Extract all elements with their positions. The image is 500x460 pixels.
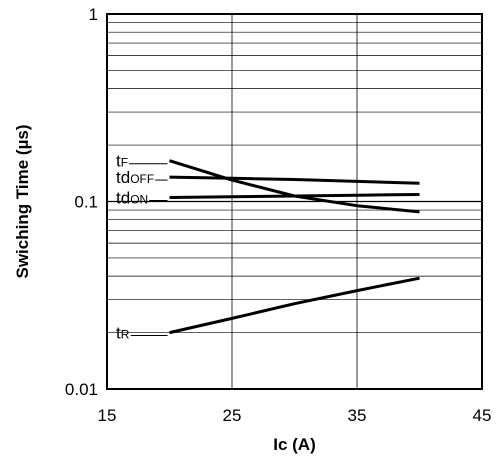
series-lines <box>169 159 420 335</box>
y-axis-title: Swiching Time (µs) <box>13 124 32 278</box>
plot-frame <box>106 13 483 390</box>
y-tick-labels: 0.01 0.1 1 <box>65 5 98 399</box>
x-tick-label: 35 <box>348 406 367 425</box>
x-axis-title: Ic (A) <box>273 435 316 454</box>
series-line-tdON <box>169 193 420 199</box>
minor-gridlines <box>107 22 482 333</box>
series-line-tF <box>169 159 420 214</box>
x-tick-label: 25 <box>223 406 242 425</box>
x-tick-labels: 15 25 35 45 <box>98 406 492 425</box>
x-tick-label: 45 <box>473 406 492 425</box>
series-label-tR: tR <box>116 324 130 343</box>
series-line-tdOFF <box>169 175 420 185</box>
y-tick-label: 0.01 <box>65 380 98 399</box>
series-label-tF: tF <box>116 152 128 171</box>
y-tick-label: 0.1 <box>74 193 98 212</box>
x-tick-label: 15 <box>98 406 117 425</box>
series-label-tdON: tdON <box>116 189 148 208</box>
series-line-tR <box>169 276 420 335</box>
series-label-tdOFF: tdOFF <box>116 168 154 187</box>
y-tick-label: 1 <box>89 5 98 24</box>
